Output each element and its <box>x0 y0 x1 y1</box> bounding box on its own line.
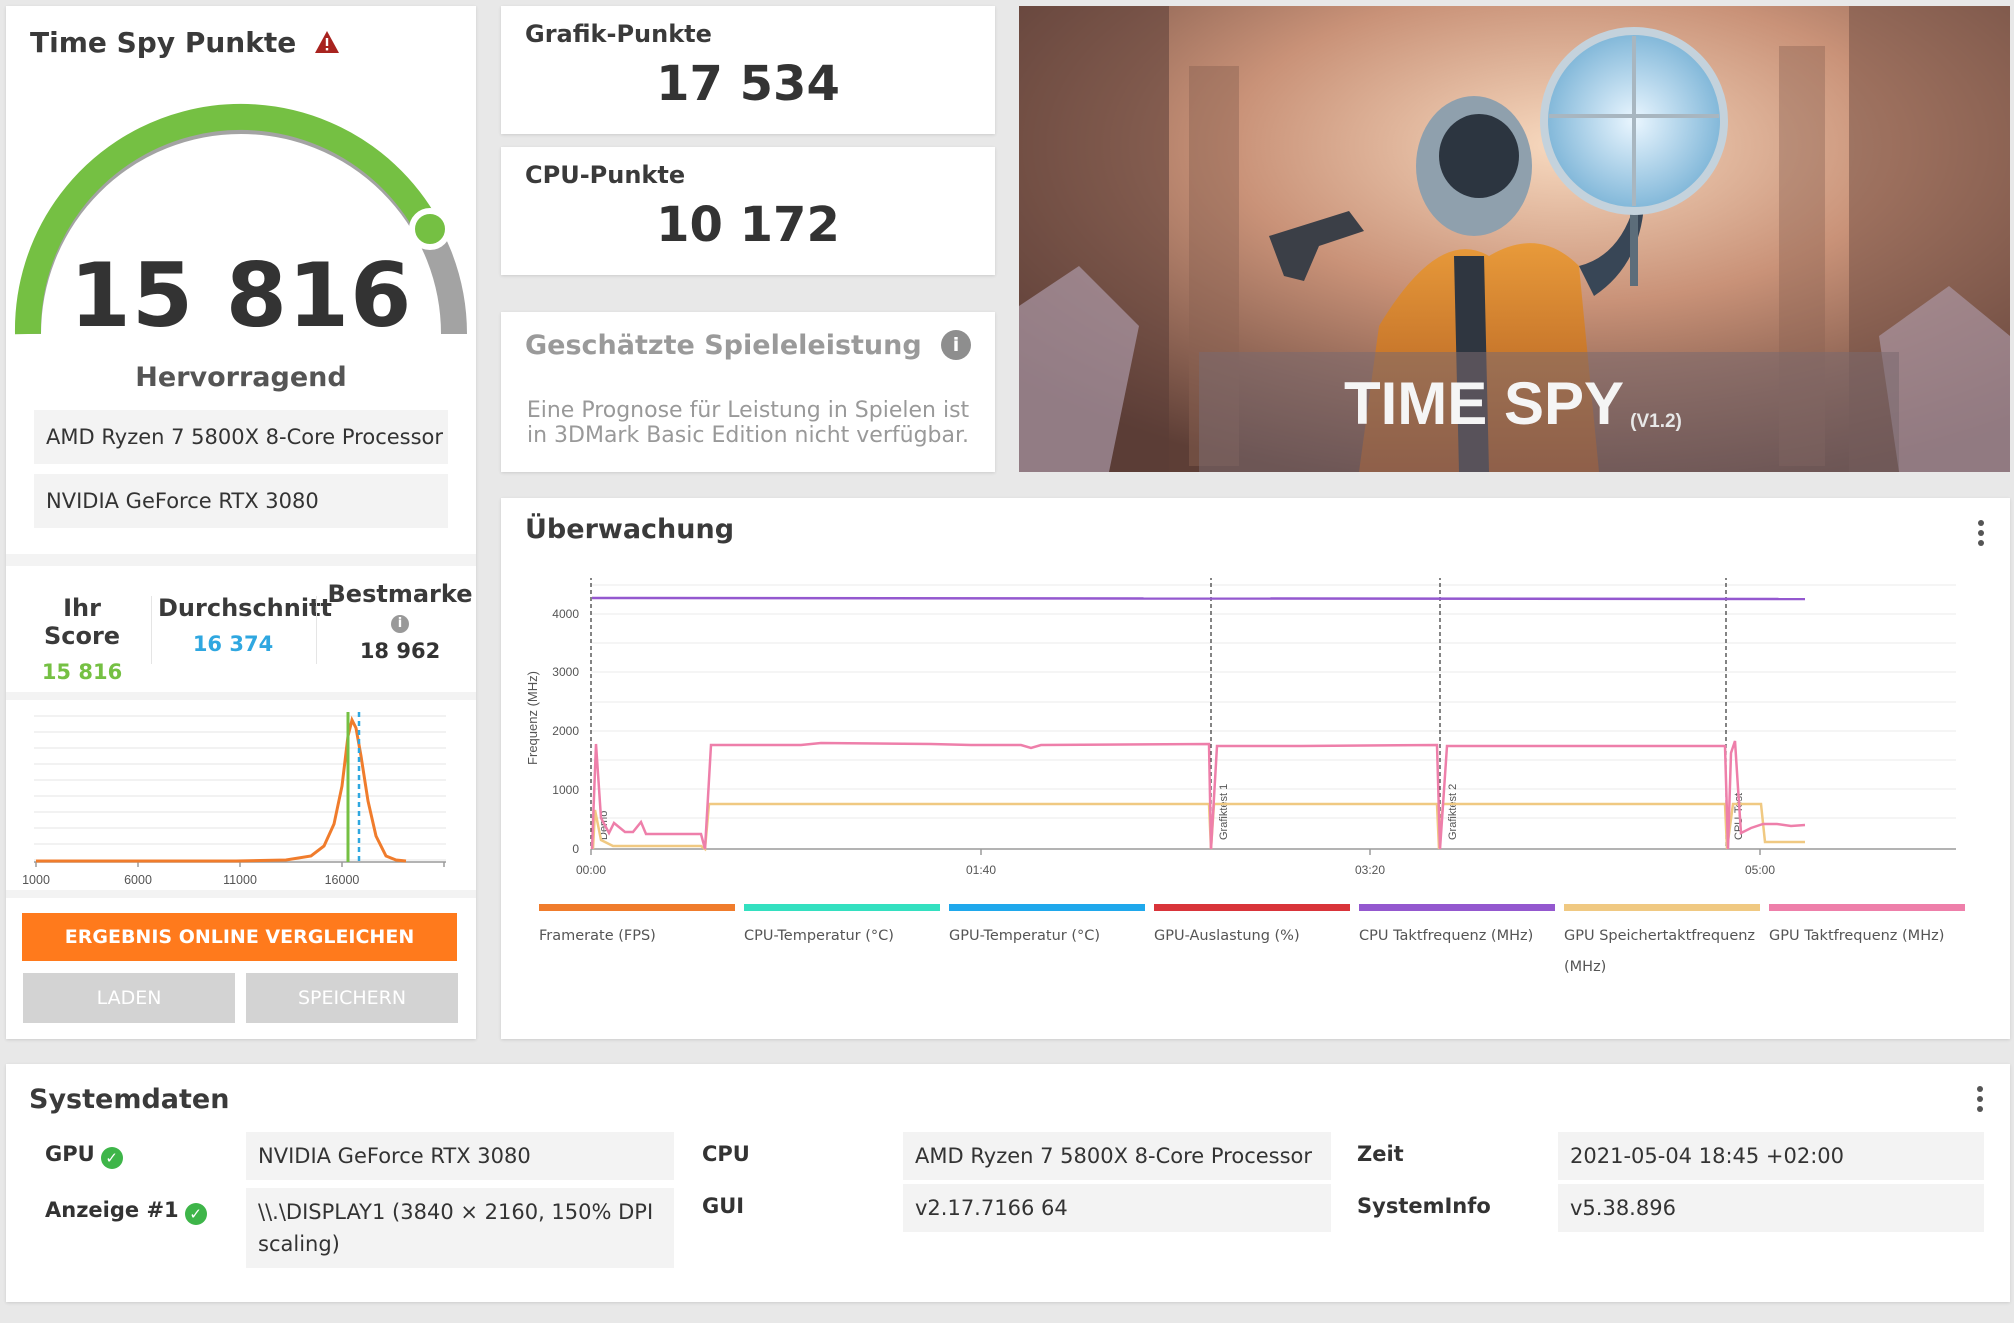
gui-label: GUI <box>702 1194 745 1218</box>
warning-icon[interactable] <box>314 28 340 61</box>
time-label: Zeit <box>1357 1142 1404 1166</box>
save-button[interactable]: SPEICHERN <box>246 973 458 1023</box>
graphics-score: 17 534 <box>656 56 840 112</box>
more-options-icon[interactable] <box>1977 1086 1983 1116</box>
best-stat: Bestmarke i 18 962 <box>327 580 473 663</box>
system-data-panel: Systemdaten GPU ✓ NVIDIA GeForce RTX 3080… <box>6 1064 2010 1302</box>
x-tick: 03:20 <box>1355 863 1385 877</box>
cpu-name: AMD Ryzen 7 5800X 8-Core Processor <box>34 410 448 464</box>
x-tick: 01:40 <box>966 863 996 877</box>
y-tick: 3000 <box>552 665 579 679</box>
gui-value: v2.17.7166 64 <box>903 1184 1331 1232</box>
check-icon: ✓ <box>100 1147 123 1169</box>
dist-tick: 1000 <box>22 873 50 887</box>
check-icon: ✓ <box>184 1203 207 1225</box>
benchmark-banner: TIME SPY (V1.2) <box>1019 6 2010 472</box>
display-value: \\.\DISPLAY1 (3840 × 2160, 150% DPI scal… <box>246 1188 674 1268</box>
cpu-score-card: CPU-Punkte 10 172 <box>501 147 995 275</box>
game-performance-card: Geschätzte Spieleleistung i Eine Prognos… <box>501 312 995 472</box>
series-gpu-clock <box>590 740 1806 850</box>
dist-tick: 16000 <box>325 873 360 887</box>
banner-title: TIME SPY <box>1344 370 1624 437</box>
display-label: Anzeige #1 ✓ <box>45 1198 207 1225</box>
cpu-score: 10 172 <box>656 197 840 253</box>
banner-version: (V1.2) <box>1630 411 1682 432</box>
total-score: 15 816 <box>69 244 413 347</box>
dist-tick: 11000 <box>223 873 257 887</box>
score-gauge <box>14 103 467 335</box>
compare-online-button[interactable]: ERGEBNIS ONLINE VERGLEICHEN <box>22 913 457 961</box>
game-performance-note: Eine Prognose für Leistung in Spielen is… <box>526 398 970 448</box>
y-axis-label: Frequenz (MHz) <box>525 671 540 765</box>
cpu-value: AMD Ryzen 7 5800X 8-Core Processor <box>903 1132 1331 1180</box>
monitoring-title: Überwachung <box>525 514 735 545</box>
divider <box>6 554 476 566</box>
info-icon[interactable]: i <box>391 615 409 633</box>
series-cpu-clock <box>591 596 1806 601</box>
x-tick: 05:00 <box>1745 863 1775 877</box>
systeminfo-label: SystemInfo <box>1357 1194 1491 1218</box>
rating-label: Hervorragend <box>135 362 347 393</box>
monitoring-chart: 0 1000 2000 3000 4000 00:00 01:40 03:20 … <box>525 578 1956 877</box>
gpu-name: NVIDIA GeForce RTX 3080 <box>34 474 448 528</box>
average-stat: Durchschnitt 16 374 <box>158 594 333 656</box>
gauge-knob <box>409 208 451 250</box>
marker-label: Grafiktest 1 <box>1218 784 1230 840</box>
info-icon[interactable]: i <box>941 330 971 360</box>
legend-item[interactable]: GPU-Temperatur (°C) <box>949 904 1145 952</box>
y-tick: 2000 <box>552 724 579 738</box>
y-tick: 4000 <box>552 607 579 621</box>
dist-tick: 6000 <box>124 873 152 887</box>
cpu-label: CPU <box>702 1142 750 1166</box>
load-button[interactable]: LADEN <box>23 973 235 1023</box>
score-title: Time Spy Punkte <box>30 26 340 61</box>
score-distribution-chart: 1000 6000 11000 16000 <box>22 712 446 887</box>
gpu-label: GPU ✓ <box>45 1142 123 1169</box>
systeminfo-value: v5.38.896 <box>1558 1184 1984 1232</box>
legend-item[interactable]: CPU-Temperatur (°C) <box>744 904 940 952</box>
score-panel: Time Spy Punkte 15 816 Hervorragend AMD … <box>6 6 476 1039</box>
legend-item[interactable]: GPU-Auslastung (%) <box>1154 904 1350 952</box>
gpu-value: NVIDIA GeForce RTX 3080 <box>246 1132 674 1180</box>
legend-item[interactable]: GPU Speichertaktfrequenz (MHz) <box>1564 904 1760 983</box>
system-data-title: Systemdaten <box>29 1084 230 1115</box>
series-gpu-memory-clock <box>591 802 1805 852</box>
graphics-score-card: Grafik-Punkte 17 534 <box>501 6 995 134</box>
time-value: 2021-05-04 18:45 +02:00 <box>1558 1132 1984 1180</box>
game-performance-title: Geschätzte Spieleleistung <box>525 330 922 361</box>
more-options-icon[interactable] <box>1978 520 1984 550</box>
x-tick: 00:00 <box>576 863 606 877</box>
your-score-stat: Ihr Score 15 816 <box>41 594 123 684</box>
monitoring-panel: Überwachung 0 1000 2000 3000 4000 00:00 … <box>501 498 2010 1039</box>
legend-item[interactable]: GPU Taktfrequenz (MHz) <box>1769 904 1965 952</box>
banner-artwork: TIME SPY (V1.2) <box>1019 6 2010 472</box>
marker-label: Grafiktest 2 <box>1447 784 1459 840</box>
legend-item[interactable]: CPU Taktfrequenz (MHz) <box>1359 904 1555 952</box>
y-tick: 1000 <box>552 783 579 797</box>
legend-item[interactable]: Framerate (FPS) <box>539 904 735 952</box>
y-tick: 0 <box>572 842 579 856</box>
